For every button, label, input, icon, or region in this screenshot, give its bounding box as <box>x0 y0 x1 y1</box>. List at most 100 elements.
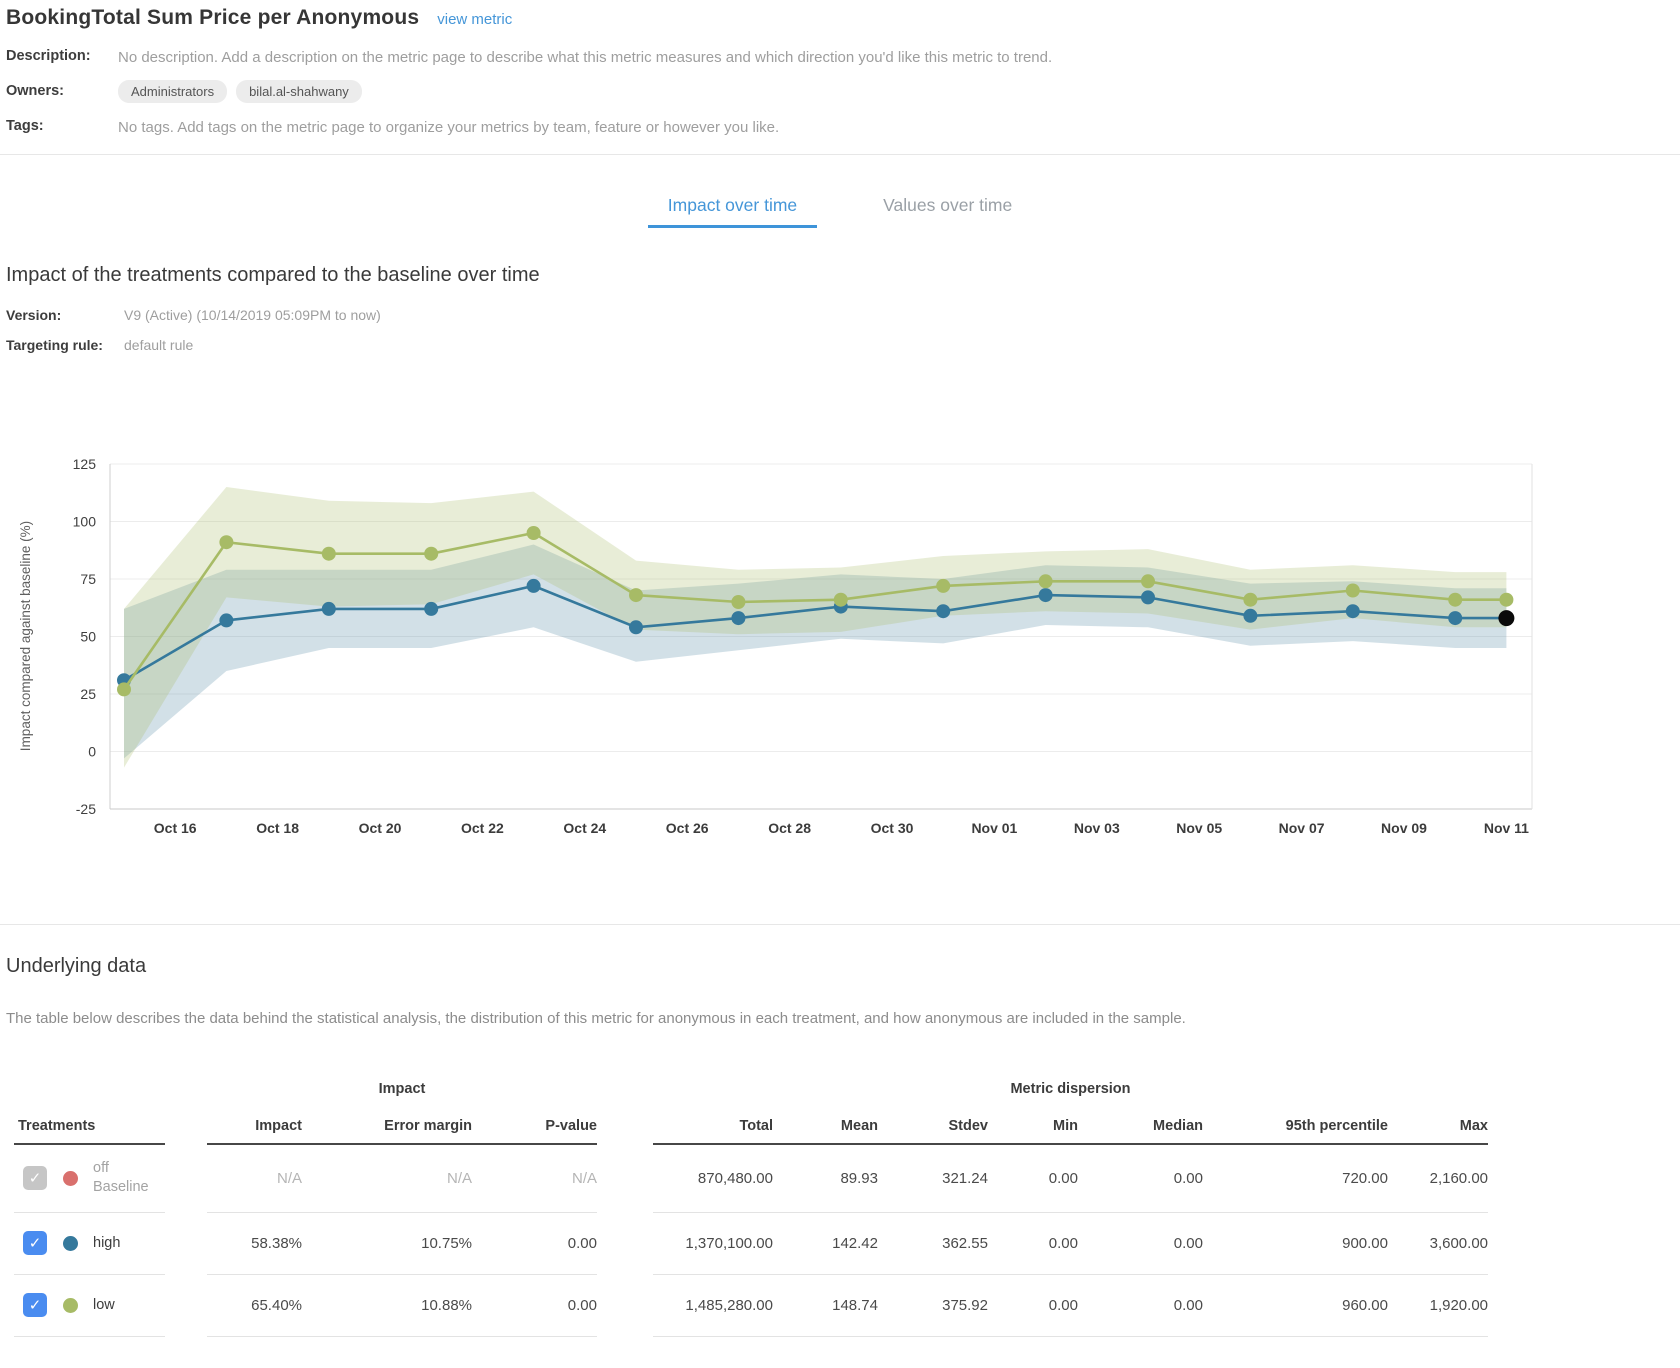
column-header-mean: Mean <box>840 1117 878 1134</box>
impact-row-low: 65.40% 10.88% 0.00 <box>207 1275 597 1337</box>
owners-chips: Administrators bilal.al-shahwany <box>118 80 362 104</box>
impact-chart-svg: 125 100 75 50 25 0 -25 Oct 16 Oct 18 Oct 20 Oct 22… <box>18 456 1533 836</box>
y-tick-label: 0 <box>88 743 96 759</box>
description-label: Description: <box>6 48 91 64</box>
low-point <box>219 534 234 549</box>
view-metric-link[interactable]: view metric <box>437 11 513 28</box>
dispersion-cell-total: 1,485,280.00 <box>685 1296 773 1314</box>
off-color-dot <box>63 1170 78 1186</box>
impact-cell-p-value: N/A <box>571 1169 597 1187</box>
column-header-95th-percentile: 95th percentile <box>1285 1117 1388 1134</box>
tab-values-over-time[interactable]: Values over time <box>883 194 1013 215</box>
high-point <box>1038 587 1053 602</box>
x-tick-label: Oct 16 <box>154 820 197 836</box>
dispersion-row-off: 870,480.00 89.93 321.24 0.00 0.00 720.00 2,160… <box>653 1145 1488 1213</box>
low-point <box>731 594 746 609</box>
column-header-total: Total <box>739 1117 773 1134</box>
metric-meta: Description: No description. Add a descr… <box>0 30 1680 139</box>
x-tick-label: Nov 05 <box>1176 820 1222 836</box>
dispersion-cell-stdev: 375.92 <box>942 1296 988 1314</box>
metric-dispersion-block: Metric dispersion Total Mean Stdev Min Media… <box>653 1081 1488 1337</box>
impact-column-headers: Impact Error margin P-value <box>207 1103 597 1145</box>
impact-cell-error-margin: 10.75% <box>421 1234 472 1252</box>
treatment-row-high: ✓ high <box>14 1213 165 1275</box>
page-header: BookingTotal Sum Price per Anonymous vie… <box>0 0 1680 30</box>
treatment-name-high: high <box>93 1234 121 1251</box>
dispersion-cell-stdev: 362.55 <box>942 1234 988 1252</box>
low-point <box>1448 592 1463 607</box>
targeting-rule-label: Targeting rule: <box>6 336 103 353</box>
x-tick-label: Nov 01 <box>971 820 1017 836</box>
version-row: Version: V9 (Active) (10/14/2019 05:09PM… <box>6 307 1674 323</box>
column-header-max: Max <box>1459 1117 1488 1134</box>
treatments-header-label: Treatments <box>18 1117 96 1134</box>
low-point <box>1141 573 1155 588</box>
high-point <box>424 601 439 616</box>
dispersion-cell-mean: 142.42 <box>832 1234 878 1252</box>
dispersion-cell-median: 0.00 <box>1173 1169 1203 1187</box>
impact-group-header: Impact <box>378 1080 426 1097</box>
high-color-dot <box>63 1235 78 1251</box>
dispersion-cell-mean: 89.93 <box>840 1169 878 1187</box>
high-point <box>321 601 336 616</box>
low-color-dot <box>63 1297 78 1313</box>
metric-dispersion-group-header: Metric dispersion <box>1010 1080 1131 1097</box>
impact-cell-p-value: 0.00 <box>567 1296 597 1314</box>
low-confidence-band <box>124 486 1507 768</box>
baseline-label: Baseline <box>93 1179 149 1195</box>
y-tick-label: 75 <box>80 571 96 587</box>
impact-cell-error-margin: 10.88% <box>421 1296 472 1314</box>
x-tick-label: Oct 22 <box>461 820 504 836</box>
underlying-data-table: Treatments ✓ off Baseline ✓ high ✓ low Impact … <box>0 1081 1680 1337</box>
impact-cell-error-margin: N/A <box>446 1169 472 1187</box>
low-point <box>833 592 848 607</box>
dispersion-cell-mean: 148.74 <box>832 1296 878 1314</box>
x-tick-label: Oct 30 <box>871 820 914 836</box>
low-point <box>1345 583 1360 597</box>
low-point <box>1499 592 1514 607</box>
tags-value: No tags. Add tags on the metric page to … <box>118 119 780 137</box>
high-point <box>1448 610 1463 625</box>
high-point <box>629 619 643 634</box>
low-point <box>117 681 131 696</box>
high-point <box>1141 589 1155 604</box>
version-label: Version: <box>6 306 62 323</box>
y-tick-label: 25 <box>80 686 96 702</box>
high-point <box>1243 608 1258 623</box>
dispersion-cell-total: 870,480.00 <box>697 1169 773 1187</box>
y-tick-label: -25 <box>76 801 96 817</box>
treatment-checkbox-high[interactable]: ✓ <box>23 1231 47 1255</box>
x-tick-label: Oct 18 <box>256 820 299 836</box>
x-tick-label: Oct 26 <box>666 820 709 836</box>
underlying-data-title: Underlying data <box>6 954 147 977</box>
low-point <box>321 546 336 561</box>
treatment-checkbox-low[interactable]: ✓ <box>23 1293 47 1317</box>
description-value: No description. Add a description on the… <box>118 49 1053 66</box>
impact-cell-impact: N/A <box>276 1169 302 1187</box>
tags-label: Tags: <box>6 118 44 135</box>
low-point <box>936 578 951 593</box>
treatment-row-off: ✓ off Baseline <box>14 1145 165 1213</box>
dispersion-cell-max: 2,160.00 <box>1429 1169 1488 1187</box>
low-point <box>424 546 439 561</box>
column-header-impact: Impact <box>255 1117 302 1134</box>
dispersion-cell-95th-percentile: 720.00 <box>1342 1169 1388 1187</box>
high-confidence-band <box>124 544 1507 758</box>
header-divider <box>0 153 1680 155</box>
version-value: V9 (Active) (10/14/2019 05:09PM to now) <box>124 306 381 323</box>
x-tick-label: Oct 20 <box>359 820 402 836</box>
owner-chip: Administrators <box>118 80 228 104</box>
treatment-checkbox-off: ✓ <box>23 1166 47 1190</box>
impact-row-high: 58.38% 10.75% 0.00 <box>207 1213 597 1275</box>
treatments-block: Treatments ✓ off Baseline ✓ high ✓ low <box>14 1081 165 1337</box>
high-point <box>219 612 234 627</box>
treatments-header: Treatments <box>14 1103 165 1145</box>
impact-cell-p-value: 0.00 <box>567 1234 597 1252</box>
low-point <box>629 587 643 602</box>
x-tick-label: Oct 24 <box>563 820 606 836</box>
underlying-data-description: The table below describes the data behin… <box>6 1009 1186 1027</box>
tab-impact-over-time[interactable]: Impact over time <box>647 187 818 228</box>
dispersion-cell-min: 0.00 <box>1048 1296 1078 1314</box>
dispersion-cell-total: 1,370,100.00 <box>685 1234 773 1252</box>
dispersion-column-headers: Total Mean Stdev Min Median 95th percentile Ma… <box>653 1103 1488 1145</box>
